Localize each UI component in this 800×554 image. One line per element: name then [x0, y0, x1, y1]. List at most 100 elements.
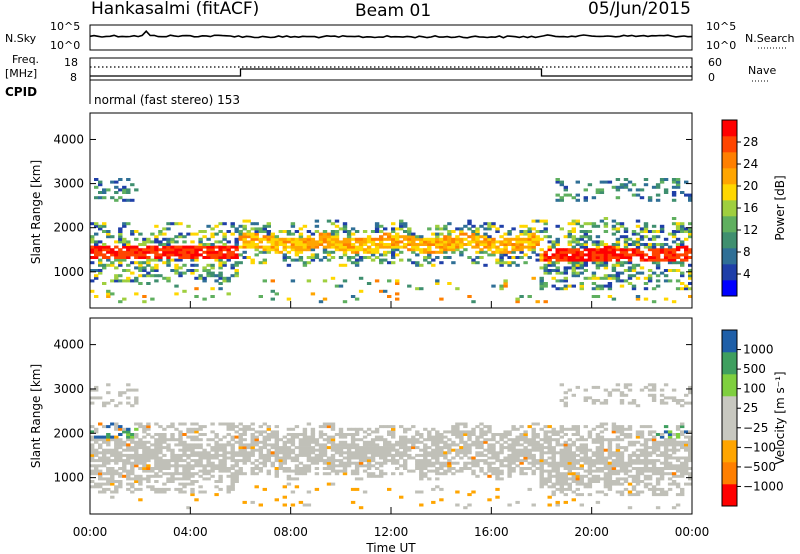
- heat-cell: [539, 451, 544, 455]
- heat-cell: [395, 443, 400, 447]
- heat-cell: [619, 284, 625, 288]
- heat-cell: [555, 480, 560, 483]
- heat-cell: [278, 243, 283, 246]
- heat-cell: [551, 459, 556, 463]
- heat-cell: [154, 474, 159, 478]
- heat-cell: [254, 472, 259, 476]
- heat-cell: [354, 448, 360, 452]
- heat-cell: [98, 451, 103, 455]
- heat-cell: [680, 271, 685, 275]
- heat-cell: [615, 185, 621, 189]
- heat-cell: [535, 448, 540, 452]
- heat-cell: [527, 235, 532, 239]
- heat-cell: [583, 263, 588, 267]
- heat-cell: [118, 451, 123, 455]
- heat-cell: [334, 235, 340, 239]
- heat-cell: [471, 224, 476, 228]
- heat-cell: [218, 271, 223, 275]
- heat-cell: [595, 261, 601, 265]
- heat-cell: [443, 472, 448, 476]
- heat-cell: [523, 224, 528, 228]
- heat-cell: [170, 433, 175, 436]
- heat-cell: [651, 493, 657, 497]
- heat-cell: [675, 222, 681, 226]
- heat-cell: [383, 232, 388, 236]
- heat-cell: [655, 443, 661, 447]
- heat-cell: [675, 482, 681, 486]
- heat-cell: [579, 235, 584, 239]
- heat-cell: [134, 292, 139, 296]
- heat-cell: [571, 456, 576, 460]
- heat-cell: [178, 250, 183, 254]
- heat-cell: [166, 446, 171, 450]
- freq-tick-top: 18: [64, 56, 78, 69]
- heat-cell: [238, 245, 243, 249]
- heat-cell: [583, 438, 588, 442]
- heat-cell: [126, 269, 131, 272]
- heat-cell: [527, 487, 532, 491]
- heat-cell: [142, 461, 147, 465]
- heat-cell: [150, 448, 155, 452]
- heat-cell: [635, 237, 641, 241]
- heat-cell: [142, 440, 147, 444]
- heat-cell: [680, 433, 685, 436]
- heat-cell: [684, 256, 689, 259]
- heat-cell: [435, 250, 440, 254]
- heat-cell: [455, 287, 460, 291]
- heat-cell: [194, 287, 199, 291]
- heat-cell: [663, 490, 669, 494]
- heat-cell: [455, 427, 460, 431]
- heat-cell: [222, 467, 227, 470]
- heat-cell: [230, 222, 235, 226]
- heat-cell: [210, 227, 215, 231]
- heat-cell: [583, 243, 588, 246]
- heat-cell: [639, 258, 645, 262]
- heat-cell: [583, 482, 588, 486]
- heat-cell: [118, 440, 123, 444]
- heat-cell: [198, 425, 203, 429]
- heat-cell: [591, 240, 597, 244]
- heat-cell: [126, 427, 131, 431]
- heat-cell: [102, 440, 107, 444]
- heat-cell: [415, 253, 420, 257]
- heat-cell: [559, 227, 564, 231]
- heat-cell: [575, 248, 580, 252]
- heat-cell: [611, 482, 617, 486]
- colorbar-swatch: [722, 462, 737, 485]
- heat-cell: [102, 222, 107, 226]
- heat-cell: [419, 248, 424, 252]
- heat-cell: [595, 240, 601, 244]
- heat-cell: [583, 240, 588, 244]
- heat-cell: [230, 467, 235, 470]
- heat-cell: [190, 253, 195, 257]
- heat-cell: [206, 438, 211, 442]
- heat-cell: [547, 425, 552, 429]
- heat-cell: [298, 250, 304, 254]
- heat-cell: [471, 258, 476, 262]
- heat-cell: [599, 240, 605, 244]
- heat-cell: [559, 451, 564, 455]
- heat-cell: [178, 443, 183, 447]
- heat-cell: [503, 261, 508, 265]
- heat-cell: [374, 474, 380, 478]
- heat-cell: [543, 263, 548, 267]
- heat-cell: [547, 235, 552, 239]
- heat-cell: [595, 385, 601, 389]
- heat-cell: [627, 269, 633, 272]
- heat-cell: [531, 240, 536, 244]
- heat-cell: [330, 448, 336, 452]
- heat-cell: [399, 240, 404, 244]
- heat-cell: [539, 467, 544, 470]
- heat-cell: [242, 256, 247, 259]
- heat-cell: [535, 219, 540, 223]
- heat-cell: [218, 477, 223, 481]
- heat-cell: [90, 235, 95, 239]
- heat-cell: [603, 467, 609, 470]
- heat-cell: [407, 453, 412, 457]
- heat-cell: [106, 480, 111, 483]
- heat-cell: [515, 235, 520, 239]
- heat-cell: [330, 453, 336, 457]
- heat-cell: [294, 245, 300, 249]
- heat-cell: [178, 232, 183, 236]
- heat-cell: [607, 482, 613, 486]
